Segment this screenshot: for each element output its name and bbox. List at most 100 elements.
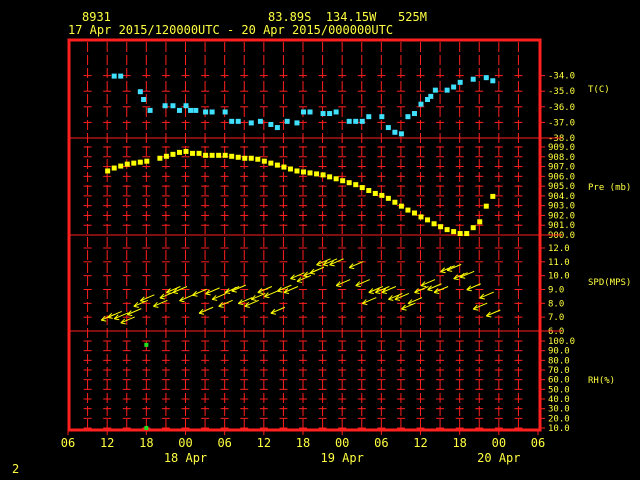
temperature-point [209, 109, 215, 115]
pressure-point [301, 169, 306, 175]
pressure-point [346, 180, 352, 186]
wind-arrow [237, 297, 253, 306]
wind-arrow [427, 283, 442, 292]
y-tick-label: 60.0 [548, 376, 570, 386]
date-label: 20 Apr [477, 451, 520, 465]
y-tick-label: 50.0 [548, 385, 570, 395]
temperature-point [320, 111, 326, 117]
temperature-point [327, 111, 333, 117]
pressure-point [464, 231, 470, 237]
temperature-point [428, 93, 434, 99]
wind-arrow [277, 284, 292, 293]
wind-arrow [388, 292, 403, 301]
rh-point [144, 342, 149, 347]
temperature-point [307, 109, 313, 115]
y-tick-label: 80.0 [548, 356, 570, 366]
wind-arrow [159, 291, 175, 300]
pressure-point [333, 176, 339, 182]
wind-arrow [198, 306, 214, 315]
x-tick-label: 12 [100, 436, 114, 450]
pressure-point [405, 207, 411, 213]
wind-arrow [192, 288, 207, 297]
x-tick-label: 18 [452, 436, 466, 450]
temperature-point [405, 114, 411, 120]
wind-arrow [394, 292, 410, 301]
temperature-point [222, 109, 228, 115]
pressure-point [255, 156, 261, 162]
temperature-point [274, 125, 280, 131]
pressure-point [438, 224, 444, 230]
pressure-point [274, 162, 280, 168]
temperature-point [188, 107, 194, 113]
wind-arrow [218, 299, 233, 308]
pressure-point [281, 164, 287, 170]
wind-arrow [283, 286, 299, 294]
pressure-point [477, 219, 483, 225]
panel-label-pressure: Pre (mb) [588, 183, 631, 193]
temperature-point [418, 101, 424, 107]
pressure-point [248, 155, 254, 161]
temperature-point [483, 75, 489, 81]
temperature-point [457, 79, 463, 85]
wind-arrow [401, 302, 416, 311]
y-tick-label: 70.0 [548, 366, 570, 376]
temperature-point [176, 107, 182, 113]
temperature-point [183, 103, 189, 109]
y-tick-label: 7.0 [548, 313, 564, 323]
y-tick-label: 30.0 [548, 405, 570, 415]
wind-arrow [485, 309, 501, 318]
y-tick-label: -38.0 [548, 134, 575, 144]
rh-point [144, 426, 149, 430]
temperature-point [229, 118, 235, 124]
temperature-point [147, 107, 153, 113]
temperature-point [346, 118, 352, 124]
wind-arrow [414, 286, 429, 294]
wind-arrow [179, 294, 194, 303]
temperature-point [248, 120, 254, 126]
pressure-point [105, 168, 111, 174]
wind-arrow [250, 292, 266, 301]
wind-arrow [472, 302, 488, 311]
pressure-point [320, 172, 326, 178]
temperature-point [353, 118, 359, 124]
wind-arrow [348, 261, 364, 270]
y-tick-label: 906.0 [548, 172, 575, 182]
temperature-point [111, 73, 117, 79]
temperature-point [385, 125, 391, 131]
pressure-point [340, 178, 346, 184]
y-tick-label: 900.0 [548, 231, 575, 241]
wind-arrow [107, 310, 122, 319]
temperature-point [451, 84, 457, 90]
y-tick-label: 20.0 [548, 414, 570, 424]
y-tick-label: 901.0 [548, 221, 575, 231]
pressure-point [137, 159, 143, 165]
panel-label-temperature: T(C) [588, 85, 610, 95]
y-tick-label: 10.0 [548, 272, 570, 282]
wind-arrow [231, 284, 246, 293]
pressure-point [490, 193, 496, 199]
x-tick-label: 06 [217, 436, 231, 450]
temperature-point [398, 131, 404, 137]
wind-arrow [153, 299, 168, 308]
chart-frame [67, 38, 542, 432]
temperature-point [203, 109, 209, 115]
wind-arrow [329, 258, 344, 267]
pressure-point [372, 190, 378, 196]
y-tick-label: -36.0 [548, 103, 575, 113]
wind-arrow [316, 258, 331, 267]
x-tick-label: 18 [139, 436, 153, 450]
panel-label-wind: SPD(MPS) [588, 278, 631, 288]
pressure-point [176, 149, 182, 155]
wind-arrow [133, 299, 149, 308]
x-tick-label: 06 [374, 436, 388, 450]
wind-arrow [453, 272, 468, 281]
wind-arrow [270, 306, 286, 315]
temperature-point [444, 87, 450, 93]
pressure-point [170, 151, 176, 157]
wind-arrow [446, 263, 462, 272]
pressure-point [431, 221, 437, 227]
pressure-point [144, 158, 150, 164]
wind-arrow [244, 299, 259, 308]
x-tick-label: 00 [335, 436, 349, 450]
pressure-point [392, 199, 398, 205]
